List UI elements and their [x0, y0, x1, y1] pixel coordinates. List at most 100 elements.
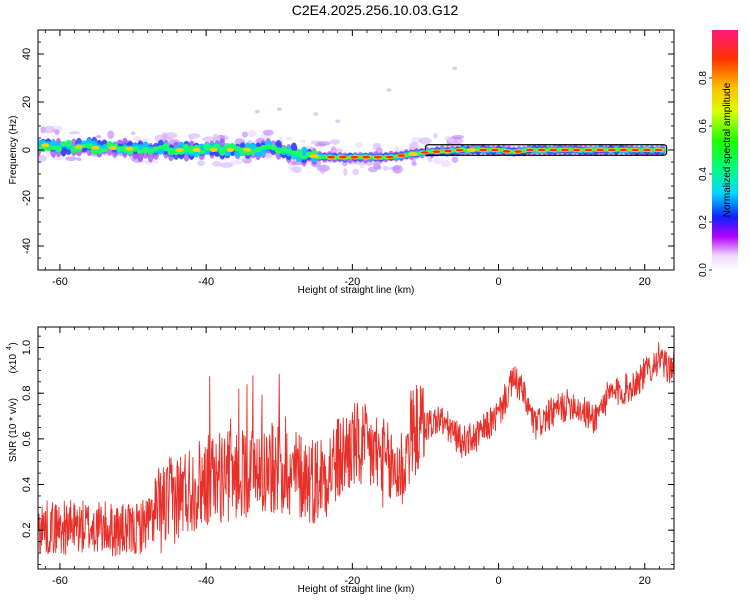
spectral-core-red [642, 148, 651, 152]
spectral-noise-blob [448, 138, 461, 144]
spectral-noise-blob [76, 157, 82, 162]
spectral-noise-blob [319, 165, 326, 175]
spectral-noise-blob [332, 149, 341, 153]
spectral-band-cell [264, 144, 272, 150]
spectral-core-red [549, 148, 558, 152]
spectral-speck [313, 112, 319, 116]
spectral-core-red [631, 148, 640, 152]
spectral-speck [189, 136, 195, 140]
spectral-core-yellow [175, 148, 184, 152]
spectral-noise-blob [133, 135, 142, 142]
spectral-core-yellow [226, 148, 235, 152]
spectral-noise-blob [451, 134, 464, 139]
spectral-noise-blob [359, 164, 366, 169]
spectrogram-heatmap [38, 66, 668, 177]
spectral-noise-blob [372, 142, 382, 151]
spectral-noise-blob [440, 160, 451, 168]
snr-panel: -60 -40 -20 0 20 0.2 0.4 0.6 0.8 1.0 Height of s… [6, 326, 675, 595]
spectral-noise-blob [43, 125, 55, 134]
y-tick-label: 0.6 [21, 431, 33, 446]
spectral-noise-blob [352, 168, 359, 176]
y-tick-label: 0.8 [21, 386, 33, 401]
spectral-core-red [338, 155, 347, 159]
spectral-noise-blob [65, 156, 77, 162]
spectral-noise-blob [52, 154, 65, 161]
spectral-noise-blob [107, 130, 115, 140]
spectral-core-red [479, 148, 488, 152]
spectral-noise-blob [241, 131, 248, 138]
x-tick-label: 20 [639, 575, 651, 587]
spectral-core-yellow [408, 152, 419, 157]
spectral-core-yellow [466, 148, 477, 152]
spectral-band-cell [162, 143, 170, 152]
x-tick-label: 0 [495, 575, 501, 587]
y-tick-label: 0.4 [21, 477, 33, 492]
spectral-noise-blob [392, 164, 403, 174]
colorbar-ticks: 0.0 0.2 0.4 0.6 0.8 [698, 71, 712, 277]
spectrogram-x-ticks: -60 -40 -20 0 20 [44, 30, 675, 288]
spectral-core-yellow [309, 154, 320, 159]
x-tick-label: -40 [198, 276, 214, 288]
x-tick-label: 0 [495, 276, 501, 288]
spectral-core-red [502, 150, 511, 153]
snr-y-ticks: 0.2 0.4 0.6 0.8 1.0 [21, 335, 674, 565]
spectral-noise-blob [230, 159, 243, 165]
spectral-speck [335, 119, 341, 123]
spectral-band-cell [85, 143, 93, 149]
spectral-band-cell [147, 148, 155, 155]
spectral-band-cell [254, 146, 262, 152]
spectral-core-red [350, 155, 359, 159]
spectral-noise-blob [291, 160, 304, 166]
spectral-band-cell [310, 149, 318, 156]
spectral-core-yellow [108, 146, 117, 151]
spectral-noise-blob [433, 158, 444, 165]
y-tick-label: 20 [21, 96, 33, 108]
spectral-core-red [432, 150, 441, 153]
y-tick-label: 0.2 [21, 523, 33, 538]
spectral-core-red [373, 155, 382, 159]
spectral-core-yellow [243, 147, 252, 152]
colorbar-tick-label: 0.0 [698, 263, 709, 277]
spectral-band-cell [269, 144, 277, 151]
spectral-speck [386, 88, 392, 92]
page-title: C2E4.2025.256.10.03.G12 [291, 2, 459, 18]
spectral-band-cell [101, 148, 109, 153]
spectral-core-red [525, 148, 534, 152]
spectral-band-cell [65, 139, 73, 148]
spectral-noise-blob [443, 135, 452, 141]
spectral-speck [276, 107, 282, 111]
spectral-core-red [596, 148, 605, 152]
spectral-noise-blob [285, 137, 293, 141]
spectral-band-cell [290, 150, 298, 156]
spectral-noise-blob [451, 156, 459, 163]
spectral-band-cell [131, 146, 139, 152]
snr-y-axis-label: SNR (10 * v/v) [8, 398, 19, 462]
spectral-noise-blob [161, 132, 168, 141]
spectral-noise-blob [219, 162, 234, 168]
y-tick-label: -20 [21, 190, 33, 206]
spectral-band-cell [295, 149, 303, 158]
spectral-speck [254, 109, 260, 114]
x-tick-label: -20 [344, 276, 360, 288]
spectral-band-cell [249, 148, 257, 155]
spectral-core-yellow [125, 146, 134, 151]
spectral-band-cell [126, 149, 134, 155]
spectral-core-yellow [209, 148, 218, 152]
spectral-noise-blob [329, 139, 341, 145]
spectral-noise-blob [411, 161, 417, 167]
spectrogram-x-axis-label: Height of straight line (km) [298, 285, 415, 296]
spectral-band-cell [213, 143, 221, 150]
spectral-noise-blob [343, 168, 348, 177]
spectral-noise-blob [68, 131, 80, 135]
spectral-core-red [385, 155, 394, 159]
spectrogram-panel: -60 -40 -20 0 20 -40 -20 0 20 40 Height of strai… [8, 29, 675, 296]
spectral-noise-blob [262, 129, 274, 136]
colorbar-tick-label: 0.6 [698, 119, 709, 133]
x-tick-label: 20 [639, 276, 651, 288]
spectral-noise-blob [382, 165, 389, 171]
spectral-core-red [607, 148, 616, 152]
spectral-core-yellow [91, 145, 100, 150]
snr-multiplier-close: ) [8, 342, 19, 345]
spectral-core-red [654, 148, 663, 152]
spectral-noise-blob [457, 139, 465, 144]
